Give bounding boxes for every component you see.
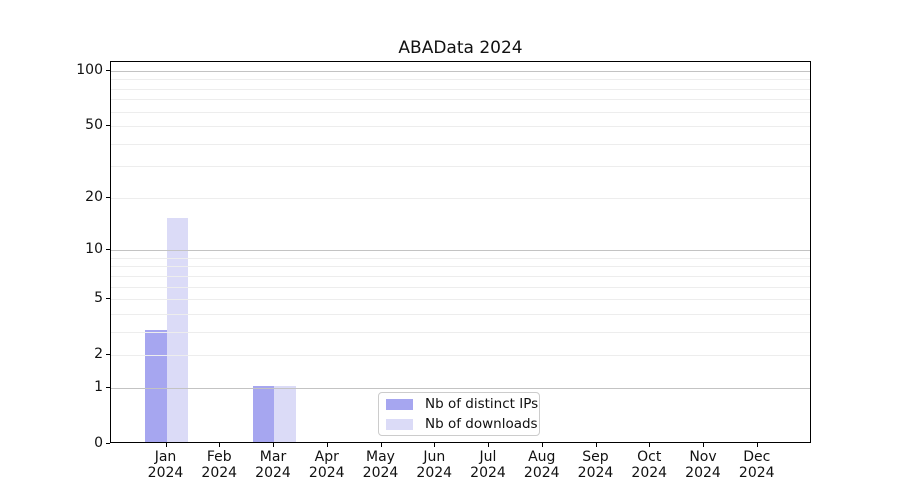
plot-area [110, 61, 811, 443]
legend-entry-distinct-ips: Nb of distinct IPs [386, 396, 538, 412]
gridline-y-5 [111, 299, 810, 301]
legend-label-distinct-ips: Nb of distinct IPs [425, 396, 539, 412]
x-tick-label-aug: Aug 2024 [523, 449, 560, 481]
x-tick-label-mar: Mar 2024 [255, 449, 291, 481]
gridline-y-40 [111, 143, 810, 145]
x-tick-label-apr: Apr 2024 [308, 449, 345, 481]
bar-jan-downloads [166, 217, 188, 442]
legend: Nb of distinct IPs Nb of downloads [378, 392, 540, 436]
x-tick-label-dec: Dec 2024 [738, 449, 775, 481]
x-tick-label-jan: Jan 2024 [147, 449, 184, 481]
gridline-y-8 [111, 266, 810, 268]
x-tick-mark-apr [326, 443, 328, 447]
bar-mar-distinct-ips [252, 385, 274, 442]
x-tick-label-oct: Oct 2024 [631, 449, 668, 481]
gridline-y-9 [111, 257, 810, 259]
gridline-y-3 [111, 331, 810, 333]
y-tick-mark-1 [106, 386, 110, 388]
y-tick-label-10: 10 [85, 241, 103, 258]
y-tick-label-20: 20 [85, 188, 103, 205]
x-tick-mark-may [380, 443, 382, 447]
y-tick-mark-50 [106, 125, 110, 127]
gridline-y-50 [111, 126, 810, 128]
gridline-y-2 [111, 355, 810, 357]
y-tick-label-2: 2 [94, 346, 103, 363]
x-tick-mark-aug [541, 443, 543, 447]
gridline-y-90 [111, 79, 810, 81]
gridline-y-80 [111, 88, 810, 90]
gridline-y-30 [111, 166, 810, 168]
y-tick-label-0: 0 [94, 435, 103, 451]
x-tick-label-jul: Jul 2024 [470, 449, 506, 481]
x-tick-mark-jun [434, 443, 436, 447]
gridline-y-10 [111, 250, 810, 252]
x-tick-label-nov: Nov 2024 [685, 449, 721, 481]
bar-jan-distinct-ips [145, 329, 167, 442]
y-tick-label-50: 50 [85, 117, 103, 134]
x-tick-mark-sep [595, 443, 597, 447]
x-tick-label-jun: Jun 2024 [416, 449, 453, 481]
x-tick-mark-dec [756, 443, 758, 447]
gridline-y-20 [111, 197, 810, 199]
gridline-y-70 [111, 99, 810, 101]
y-tick-label-100: 100 [76, 62, 103, 78]
x-tick-label-feb: Feb 2024 [201, 449, 238, 481]
x-tick-mark-jan [165, 443, 167, 447]
x-tick-mark-mar [273, 443, 274, 447]
gridline-y-60 [111, 111, 810, 113]
y-tick-mark-5 [106, 298, 110, 300]
legend-swatch-downloads [386, 418, 413, 430]
chart-title: ABAData 2024 [398, 38, 523, 58]
x-tick-mark-nov [703, 443, 704, 447]
x-tick-label-sep: Sep 2024 [577, 449, 614, 481]
y-tick-mark-100 [106, 70, 110, 71]
gridline-y-4 [111, 313, 810, 315]
y-tick-mark-0 [106, 443, 110, 444]
y-tick-mark-20 [106, 196, 110, 198]
gridline-y-1 [111, 387, 810, 389]
x-tick-label-may: May 2024 [362, 449, 399, 481]
gridline-y-100 [111, 71, 810, 72]
legend-label-downloads: Nb of downloads [425, 416, 538, 432]
gridline-y-7 [111, 275, 810, 277]
x-tick-mark-oct [649, 443, 651, 447]
y-tick-label-5: 5 [94, 290, 103, 307]
legend-swatch-distinct-ips [386, 398, 413, 410]
y-tick-mark-10 [106, 249, 110, 251]
x-tick-mark-feb [219, 443, 221, 447]
bar-mar-downloads [274, 385, 296, 442]
x-tick-mark-jul [488, 443, 489, 447]
gridline-y-6 [111, 286, 810, 288]
y-tick-label-1: 1 [94, 378, 103, 395]
y-tick-mark-2 [106, 354, 110, 356]
legend-entry-downloads: Nb of downloads [386, 416, 538, 432]
